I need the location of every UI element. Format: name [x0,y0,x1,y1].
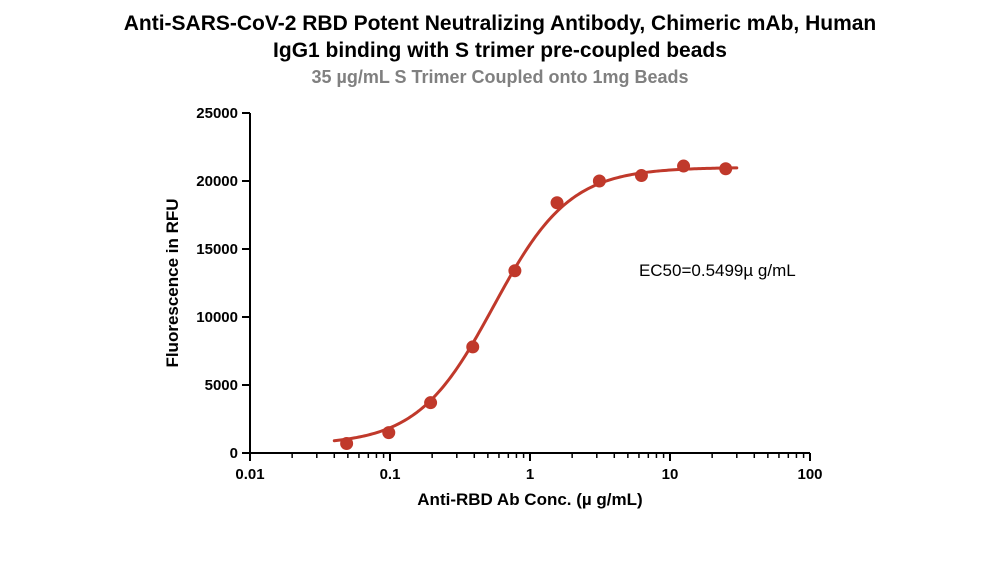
data-point [341,437,353,449]
chart-container: Anti-SARS-CoV-2 RBD Potent Neutralizing … [60,10,940,528]
data-point [509,264,521,276]
x-axis-label: Anti-RBD Ab Conc. (µ g/mL) [417,490,642,509]
x-tick-label: 1 [526,466,534,483]
ec50-annotation: EC50=0.5499µ g/mL [639,261,796,280]
title-block: Anti-SARS-CoV-2 RBD Potent Neutralizing … [60,10,940,88]
y-axis-label: Fluorescence in RFU [163,198,182,367]
data-point [383,426,395,438]
chart-title-line1: Anti-SARS-CoV-2 RBD Potent Neutralizing … [60,10,940,37]
plot-svg: 0 5000 10000 15000 20000 25000 0.01 0.1 1 10 100 An… [140,98,860,528]
y-tick-label: 0 [230,445,238,462]
data-point [467,341,479,353]
data-point [593,175,605,187]
y-tick-label: 20000 [196,173,238,190]
fit-curve [334,167,737,440]
data-point [425,396,437,408]
x-tick-label: 100 [797,466,822,483]
data-point [551,196,563,208]
chart-subtitle: 35 µg/mL S Trimer Coupled onto 1mg Beads [60,67,940,88]
data-point [720,162,732,174]
y-tick-label: 25000 [196,105,238,122]
data-point [635,169,647,181]
plot-area: 0 5000 10000 15000 20000 25000 0.01 0.1 1 10 100 An… [140,98,860,528]
x-tick-label: 0.01 [235,466,264,483]
x-tick-label: 10 [662,466,679,483]
data-point [678,160,690,172]
y-tick-label: 10000 [196,309,238,326]
chart-title-line2: IgG1 binding with S trimer pre-coupled b… [60,37,940,64]
y-tick-label: 15000 [196,241,238,258]
x-tick-label: 0.1 [380,466,401,483]
y-tick-label: 5000 [205,377,238,394]
